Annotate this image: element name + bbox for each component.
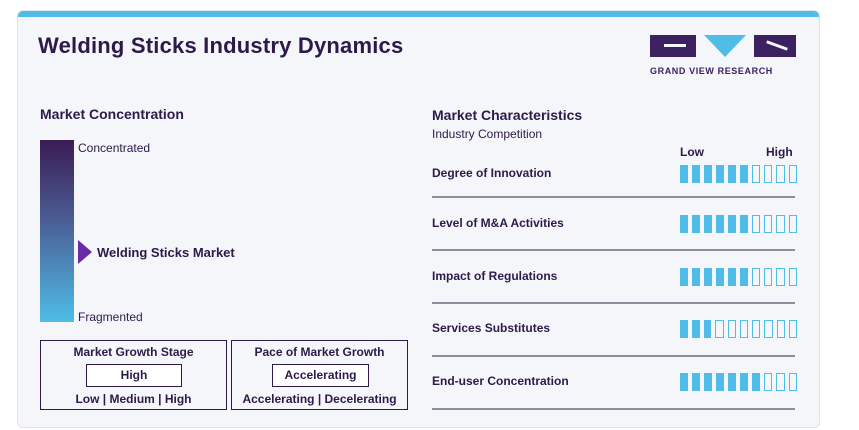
characteristic-level-meter <box>680 215 797 233</box>
fragmented-label: Fragmented <box>78 310 143 324</box>
level-segment-empty <box>763 373 773 391</box>
concentration-gradient-bar <box>40 140 74 322</box>
level-segment-filled <box>680 165 688 183</box>
level-segment-filled <box>715 165 724 183</box>
row-divider <box>432 302 795 304</box>
level-segment-filled <box>727 165 736 183</box>
characteristic-level-meter <box>680 268 797 286</box>
level-segment-filled <box>703 373 712 391</box>
level-segment-filled <box>703 165 712 183</box>
characteristic-label: Degree of Innovation <box>432 166 552 180</box>
level-segment-empty <box>763 165 773 183</box>
level-segment-empty <box>727 320 736 338</box>
level-segment-filled <box>680 215 688 233</box>
level-segment-filled <box>680 320 688 338</box>
level-segment-empty <box>739 320 749 338</box>
level-segment-empty <box>776 215 785 233</box>
level-segment-empty <box>752 320 761 338</box>
characteristics-title: Market Characteristics <box>432 107 583 123</box>
level-segment-empty <box>751 268 760 286</box>
level-segment-empty <box>776 165 785 183</box>
level-segment-empty <box>788 165 797 183</box>
accent-bar <box>18 11 819 17</box>
market-position-label: Welding Sticks Market <box>97 245 235 260</box>
logo-text: GRAND VIEW RESEARCH <box>650 66 773 76</box>
growth-stage-value: High <box>86 364 182 387</box>
scale-low-label: Low <box>680 145 704 159</box>
level-segment-filled <box>680 373 688 391</box>
level-segment-empty <box>763 268 773 286</box>
characteristic-label: End-user Concentration <box>432 374 569 388</box>
level-segment-filled <box>691 373 700 391</box>
level-segment-filled <box>751 373 760 391</box>
level-segment-filled <box>691 215 700 233</box>
concentrated-label: Concentrated <box>78 141 151 155</box>
level-segment-empty <box>764 320 773 338</box>
growth-pace-value: Accelerating <box>272 364 369 387</box>
row-divider <box>432 355 795 357</box>
logo-triangle <box>704 35 746 57</box>
characteristic-label: Impact of Regulations <box>432 269 558 283</box>
level-segment-empty <box>776 268 785 286</box>
level-segment-empty <box>788 373 798 391</box>
row-divider <box>432 408 795 410</box>
level-segment-empty <box>763 215 773 233</box>
characteristic-level-meter <box>680 165 797 183</box>
level-segment-empty <box>788 320 798 338</box>
dynamics-card: Welding Sticks Industry Dynamics GRAND V… <box>17 10 820 428</box>
level-segment-filled <box>739 165 748 183</box>
growth-pace-title: Pace of Market Growth <box>254 345 385 359</box>
level-segment-empty <box>751 165 760 183</box>
level-segment-empty <box>751 215 760 233</box>
level-segment-filled <box>739 373 748 391</box>
growth-pace-options: Accelerating | Decelerating <box>242 392 397 406</box>
growth-stage-options: Low | Medium | High <box>75 392 192 406</box>
row-divider <box>432 196 795 198</box>
market-position-marker-icon <box>78 240 92 264</box>
level-segment-filled <box>691 268 700 286</box>
level-segment-filled <box>727 215 736 233</box>
level-segment-filled <box>727 268 736 286</box>
grand-view-research-logo: GRAND VIEW RESEARCH <box>650 35 800 79</box>
characteristic-label: Services Substitutes <box>432 321 551 335</box>
level-segment-filled <box>703 215 712 233</box>
level-segment-filled <box>727 373 736 391</box>
level-segment-filled <box>691 320 700 338</box>
growth-pace-box: Pace of Market Growth Accelerating Accel… <box>231 340 408 410</box>
scale-high-label: High <box>766 145 793 159</box>
concentration-title: Market Concentration <box>40 106 184 122</box>
level-segment-empty <box>715 320 724 338</box>
characteristics-subtitle: Industry Competition <box>432 127 543 141</box>
characteristic-level-meter <box>680 320 798 338</box>
page-title: Welding Sticks Industry Dynamics <box>38 33 404 58</box>
level-segment-empty <box>788 215 797 233</box>
level-segment-empty <box>776 320 785 338</box>
level-segment-filled <box>739 215 748 233</box>
level-segment-filled <box>715 268 724 286</box>
level-segment-empty <box>788 268 797 286</box>
level-segment-empty <box>776 373 785 391</box>
row-divider <box>432 249 795 251</box>
level-segment-filled <box>715 215 724 233</box>
level-segment-filled <box>715 373 724 391</box>
level-segment-filled <box>739 268 748 286</box>
level-segment-filled <box>680 268 688 286</box>
characteristic-level-meter <box>680 373 798 391</box>
growth-stage-title: Market Growth Stage <box>73 345 194 359</box>
level-segment-filled <box>703 320 712 338</box>
level-segment-filled <box>703 268 712 286</box>
characteristic-label: Level of M&A Activities <box>432 216 564 230</box>
level-segment-filled <box>691 165 700 183</box>
growth-stage-box: Market Growth Stage High Low | Medium | … <box>40 340 227 410</box>
